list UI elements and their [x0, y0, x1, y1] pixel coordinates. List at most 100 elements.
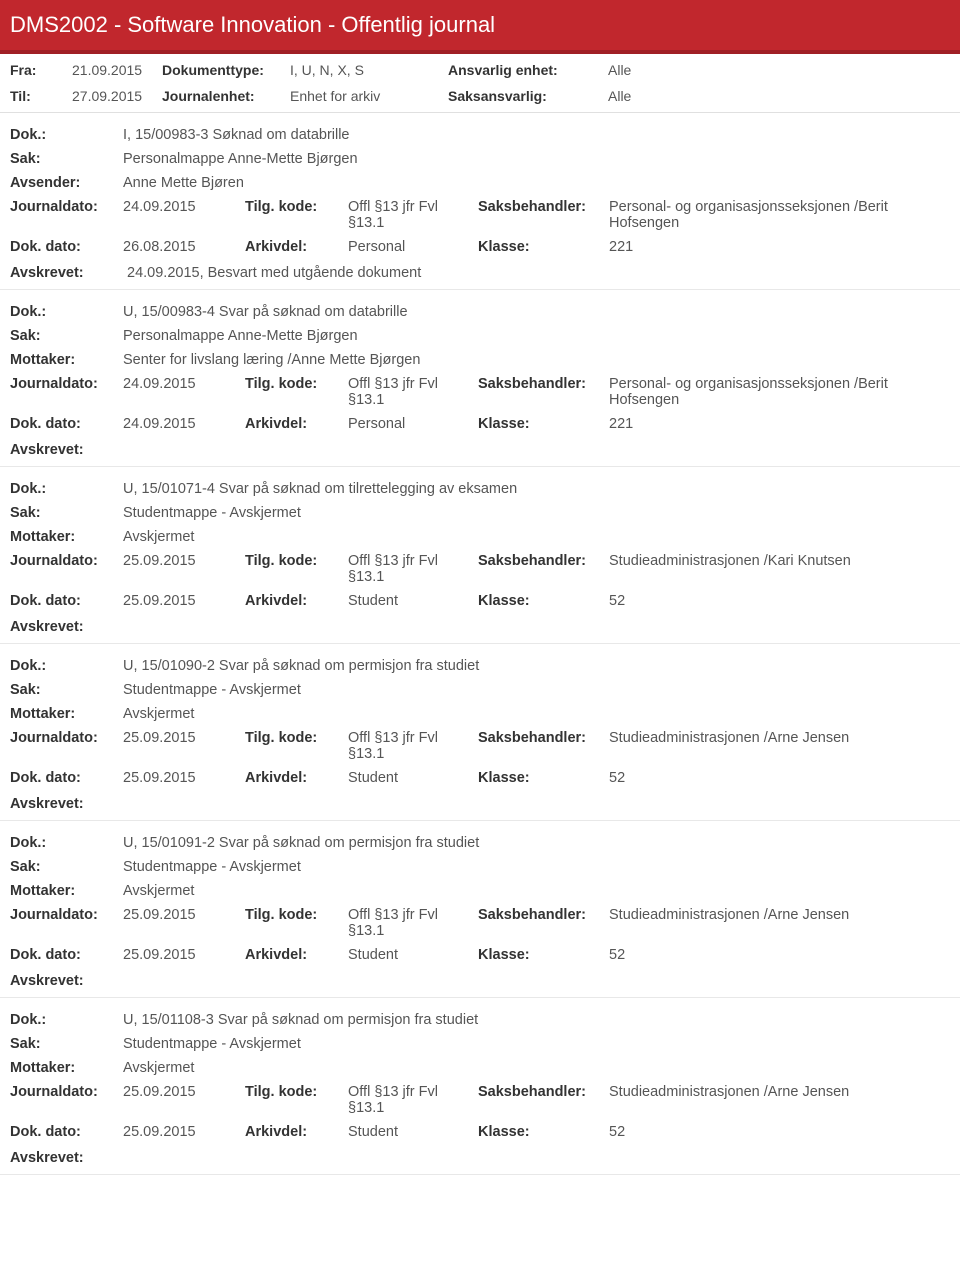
tilgkode-label: Tilg. kode:	[245, 199, 348, 215]
klasse-label: Klasse:	[478, 416, 609, 432]
party-label: Mottaker:	[10, 529, 123, 545]
filter-row-1: Fra: 21.09.2015 Dokumenttype: I, U, N, X…	[0, 54, 960, 80]
tilgkode-value: Offl §13 jfr Fvl §13.1	[348, 1084, 478, 1116]
dok-label: Dok.:	[10, 481, 123, 497]
journal-entry: Dok.:U, 15/01071-4 Svar på søknad om til…	[0, 467, 960, 644]
dok-value: I, 15/00983-3 Søknad om databrille	[123, 127, 950, 143]
arkivdel-label: Arkivdel:	[245, 947, 348, 963]
party-label: Mottaker:	[10, 706, 123, 722]
saksbehandler-value: Personal- og organisasjonsseksjonen /Ber…	[609, 376, 950, 408]
saksbehandler-label: Saksbehandler:	[478, 553, 609, 569]
dok-value: U, 15/00983-4 Svar på søknad om databril…	[123, 304, 950, 320]
dokdato-value: 24.09.2015	[123, 416, 245, 432]
journaldato-value: 24.09.2015	[123, 376, 245, 392]
avskrevet-label: Avskrevet:	[10, 442, 127, 458]
klasse-value: 52	[609, 770, 950, 786]
arkivdel-value: Student	[348, 947, 478, 963]
tilgkode-value: Offl §13 jfr Fvl §13.1	[348, 376, 478, 408]
dokdato-value: 25.09.2015	[123, 770, 245, 786]
saksbehandler-label: Saksbehandler:	[478, 376, 609, 392]
dok-label: Dok.:	[10, 127, 123, 143]
klasse-label: Klasse:	[478, 1124, 609, 1140]
arkivdel-value: Student	[348, 593, 478, 609]
sak-label: Sak:	[10, 682, 123, 698]
party-value: Avskjermet	[123, 706, 950, 722]
avskrevet-label: Avskrevet:	[10, 1150, 127, 1166]
filter-unit-value: Alle	[608, 62, 631, 78]
filter-responsible-value: Alle	[608, 88, 631, 104]
party-label: Mottaker:	[10, 883, 123, 899]
journaldato-value: 24.09.2015	[123, 199, 245, 215]
journaldato-label: Journaldato:	[10, 199, 123, 215]
tilgkode-label: Tilg. kode:	[245, 907, 348, 923]
journal-entry: Dok.:U, 15/01090-2 Svar på søknad om per…	[0, 644, 960, 821]
dok-value: U, 15/01108-3 Svar på søknad om permisjo…	[123, 1012, 950, 1028]
filter-from-label: Fra:	[10, 62, 72, 78]
saksbehandler-value: Personal- og organisasjonsseksjonen /Ber…	[609, 199, 950, 231]
saksbehandler-value: Studieadministrasjonen /Arne Jensen	[609, 907, 950, 923]
arkivdel-value: Personal	[348, 239, 478, 255]
entries-list: Dok.:I, 15/00983-3 Søknad om databrilleS…	[0, 113, 960, 1175]
filter-from-value: 21.09.2015	[72, 62, 162, 78]
dokdato-label: Dok. dato:	[10, 1124, 123, 1140]
filter-journalunit-label: Journalenhet:	[162, 88, 290, 104]
journal-entry: Dok.:U, 15/01091-2 Svar på søknad om per…	[0, 821, 960, 998]
filter-doctype-value: I, U, N, X, S	[290, 62, 448, 78]
sak-label: Sak:	[10, 151, 123, 167]
page-title: DMS2002 - Software Innovation - Offentli…	[10, 12, 950, 38]
dok-label: Dok.:	[10, 835, 123, 851]
filter-to-label: Til:	[10, 88, 72, 104]
journaldato-label: Journaldato:	[10, 730, 123, 746]
dok-value: U, 15/01091-2 Svar på søknad om permisjo…	[123, 835, 950, 851]
dokdato-value: 25.09.2015	[123, 1124, 245, 1140]
filter-row-2: Til: 27.09.2015 Journalenhet: Enhet for …	[0, 80, 960, 106]
tilgkode-value: Offl §13 jfr Fvl §13.1	[348, 553, 478, 585]
sak-value: Personalmappe Anne-Mette Bjørgen	[123, 328, 950, 344]
journaldato-value: 25.09.2015	[123, 907, 245, 923]
journaldato-value: 25.09.2015	[123, 1084, 245, 1100]
klasse-value: 52	[609, 593, 950, 609]
klasse-label: Klasse:	[478, 770, 609, 786]
dokdato-value: 25.09.2015	[123, 593, 245, 609]
klasse-value: 52	[609, 947, 950, 963]
sak-value: Personalmappe Anne-Mette Bjørgen	[123, 151, 950, 167]
klasse-value: 52	[609, 1124, 950, 1140]
arkivdel-value: Student	[348, 1124, 478, 1140]
sak-value: Studentmappe - Avskjermet	[123, 1036, 950, 1052]
journaldato-label: Journaldato:	[10, 907, 123, 923]
journaldato-value: 25.09.2015	[123, 730, 245, 746]
saksbehandler-value: Studieadministrasjonen /Arne Jensen	[609, 730, 950, 746]
avskrevet-label: Avskrevet:	[10, 973, 127, 989]
tilgkode-value: Offl §13 jfr Fvl §13.1	[348, 730, 478, 762]
saksbehandler-label: Saksbehandler:	[478, 730, 609, 746]
party-value: Avskjermet	[123, 883, 950, 899]
party-label: Mottaker:	[10, 352, 123, 368]
dok-value: U, 15/01090-2 Svar på søknad om permisjo…	[123, 658, 950, 674]
party-label: Mottaker:	[10, 1060, 123, 1076]
tilgkode-label: Tilg. kode:	[245, 553, 348, 569]
dokdato-value: 25.09.2015	[123, 947, 245, 963]
filter-journalunit-value: Enhet for arkiv	[290, 88, 448, 104]
klasse-label: Klasse:	[478, 947, 609, 963]
avskrevet-value: 24.09.2015, Besvart med utgående dokumen…	[127, 265, 421, 281]
saksbehandler-label: Saksbehandler:	[478, 1084, 609, 1100]
sak-value: Studentmappe - Avskjermet	[123, 505, 950, 521]
dok-value: U, 15/01071-4 Svar på søknad om tilrette…	[123, 481, 950, 497]
tilgkode-label: Tilg. kode:	[245, 1084, 348, 1100]
party-value: Senter for livslang læring /Anne Mette B…	[123, 352, 950, 368]
avskrevet-label: Avskrevet:	[10, 619, 127, 635]
journal-entry: Dok.:U, 15/00983-4 Svar på søknad om dat…	[0, 290, 960, 467]
journal-entry: Dok.:I, 15/00983-3 Søknad om databrilleS…	[0, 113, 960, 290]
header-bar: DMS2002 - Software Innovation - Offentli…	[0, 0, 960, 54]
saksbehandler-value: Studieadministrasjonen /Kari Knutsen	[609, 553, 950, 569]
arkivdel-label: Arkivdel:	[245, 416, 348, 432]
tilgkode-value: Offl §13 jfr Fvl §13.1	[348, 199, 478, 231]
dokdato-value: 26.08.2015	[123, 239, 245, 255]
tilgkode-label: Tilg. kode:	[245, 730, 348, 746]
party-label: Avsender:	[10, 175, 123, 191]
filter-responsible-label: Saksansvarlig:	[448, 88, 608, 104]
sak-label: Sak:	[10, 859, 123, 875]
journaldato-label: Journaldato:	[10, 1084, 123, 1100]
avskrevet-label: Avskrevet:	[10, 265, 127, 281]
klasse-label: Klasse:	[478, 593, 609, 609]
